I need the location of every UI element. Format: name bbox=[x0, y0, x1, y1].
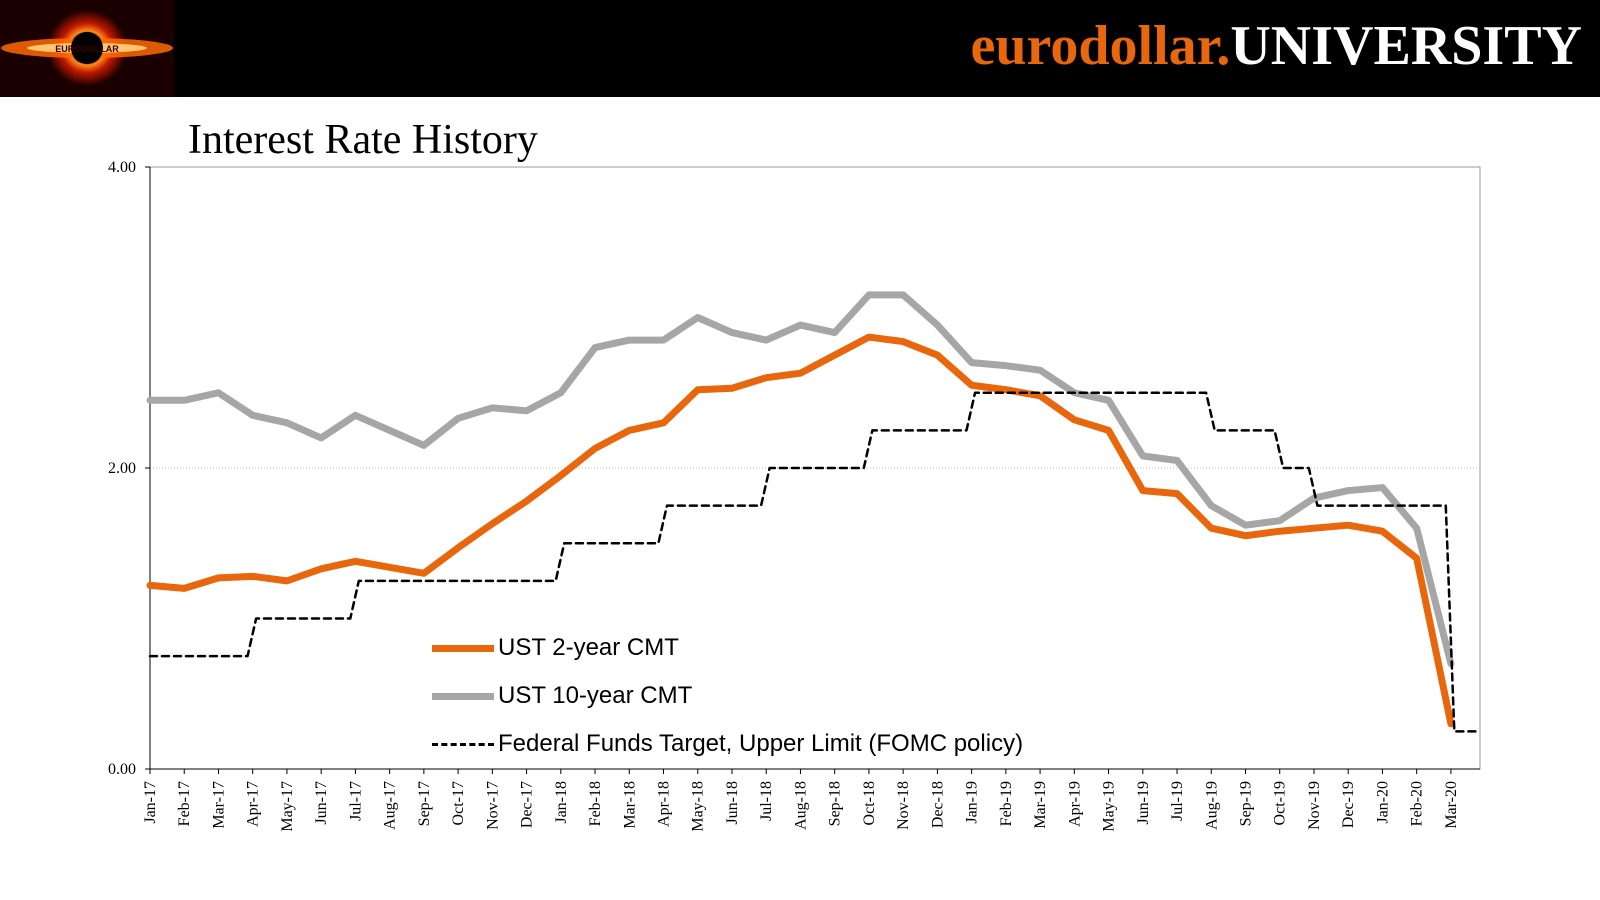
x-tick-label: Mar-20 bbox=[1443, 781, 1460, 829]
x-tick-label: Jan-18 bbox=[553, 781, 570, 824]
x-tick-label: Jun-18 bbox=[724, 781, 741, 825]
chart-legend: UST 2-year CMT UST 10-year CMT Federal F… bbox=[432, 624, 1023, 768]
x-tick-label: May-17 bbox=[279, 781, 296, 832]
brand-wordmark: eurodollar.UNIVERSITY bbox=[971, 12, 1582, 80]
series-line-fed-funds bbox=[148, 391, 1482, 733]
x-tick-label: Aug-17 bbox=[382, 781, 399, 830]
legend-label-10y: UST 10-year CMT bbox=[498, 682, 693, 709]
brand-part2: UNIVERSITY bbox=[1230, 15, 1582, 77]
black-hole-logo-icon: EURODOLLAR bbox=[0, 0, 174, 97]
x-tick-label: Oct-19 bbox=[1272, 781, 1289, 825]
x-tick-label: Feb-17 bbox=[176, 781, 193, 826]
legend-item-fed-funds: Federal Funds Target, Upper Limit (FOMC … bbox=[432, 720, 1023, 768]
legend-label-fed-funds: Federal Funds Target, Upper Limit (FOMC … bbox=[498, 730, 1024, 757]
legend-swatch-fed-funds bbox=[432, 742, 494, 746]
x-tick-label: Dec-19 bbox=[1340, 781, 1357, 828]
x-tick-label: Apr-19 bbox=[1066, 781, 1083, 827]
x-tick-label: Nov-18 bbox=[895, 781, 912, 830]
legend-label-2y: UST 2-year CMT bbox=[498, 634, 679, 661]
header-bar: EURODOLLAR eurodollar.UNIVERSITY bbox=[0, 0, 1600, 97]
legend-item-2y: UST 2-year CMT bbox=[432, 624, 1023, 672]
x-tick-label: Jul-18 bbox=[758, 781, 775, 821]
y-tick-label: 4.00 bbox=[108, 159, 136, 176]
x-tick-label: Jan-20 bbox=[1374, 781, 1391, 824]
x-tick-label: Oct-18 bbox=[861, 781, 878, 825]
series-line-ust-2y bbox=[146, 333, 1455, 728]
x-tick-label: Mar-18 bbox=[621, 781, 638, 829]
x-tick-label: Feb-19 bbox=[998, 781, 1015, 826]
x-tick-label: Jul-17 bbox=[347, 781, 364, 821]
x-tick-label: May-18 bbox=[690, 781, 707, 832]
series-line-ust-10y bbox=[146, 291, 1455, 668]
x-tick-label: Mar-17 bbox=[210, 781, 227, 829]
x-tick-label: Jun-19 bbox=[1135, 781, 1152, 825]
x-tick-label: Sep-19 bbox=[1237, 781, 1254, 826]
x-tick-label: Jan-19 bbox=[964, 781, 981, 824]
x-tick-label: Feb-18 bbox=[587, 781, 604, 826]
legend-swatch-2y bbox=[432, 644, 494, 652]
x-tick-label: Feb-20 bbox=[1409, 781, 1426, 826]
chart-title: Interest Rate History bbox=[188, 117, 538, 163]
x-tick-label: Nov-19 bbox=[1306, 781, 1323, 830]
x-tick-label: Sep-18 bbox=[827, 781, 844, 826]
x-tick-label: Aug-18 bbox=[792, 781, 809, 830]
x-tick-label: Nov-17 bbox=[484, 781, 501, 830]
x-tick-label: Oct-17 bbox=[450, 781, 467, 825]
x-tick-label: Dec-18 bbox=[929, 781, 946, 828]
x-tick-label: Sep-17 bbox=[416, 781, 433, 826]
brand-part1: eurodollar. bbox=[970, 15, 1231, 77]
y-tick-label: 2.00 bbox=[108, 460, 136, 477]
legend-item-10y: UST 10-year CMT bbox=[432, 672, 1023, 720]
y-tick-label: 0.00 bbox=[108, 761, 136, 778]
x-tick-label: Dec-17 bbox=[519, 781, 536, 828]
x-tick-label: Mar-19 bbox=[1032, 781, 1049, 829]
legend-swatch-10y bbox=[432, 692, 494, 700]
x-tick-label: Jul-19 bbox=[1169, 781, 1186, 821]
x-tick-label: Apr-18 bbox=[656, 781, 673, 827]
logo-text: EURODOLLAR bbox=[55, 44, 119, 54]
x-tick-label: May-19 bbox=[1101, 781, 1118, 832]
x-tick-label: Aug-19 bbox=[1203, 781, 1220, 830]
x-tick-label: Apr-17 bbox=[245, 781, 262, 827]
x-tick-label: Jun-17 bbox=[313, 781, 330, 825]
x-tick-label: Jan-17 bbox=[142, 781, 159, 824]
